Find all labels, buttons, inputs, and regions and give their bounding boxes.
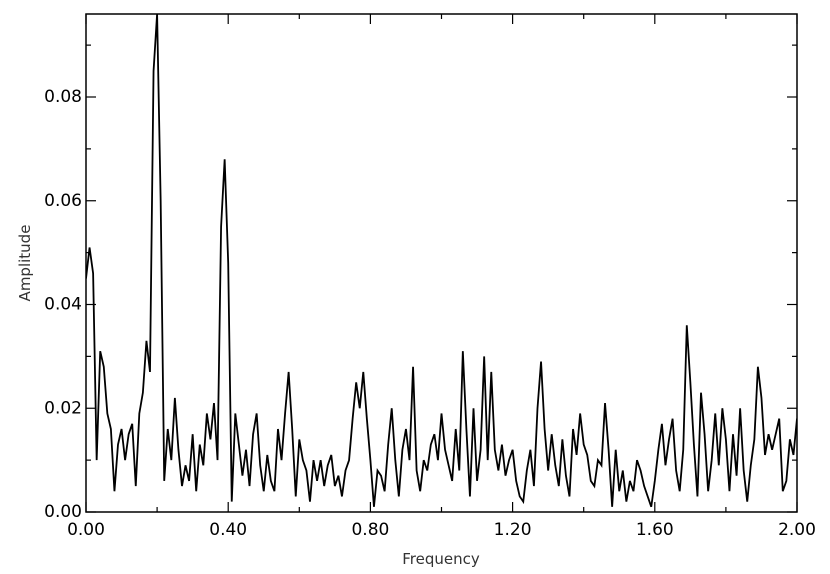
plot-frame: [85, 13, 798, 513]
x-tick-label: 2.00: [778, 520, 816, 540]
x-tick-label: 1.60: [636, 520, 674, 540]
x-tick-label: 0.40: [209, 520, 247, 540]
x-tick-label: 0.00: [67, 520, 105, 540]
x-tick-label: 1.20: [494, 520, 532, 540]
y-tick-label: 0.08: [44, 87, 82, 107]
y-axis-label: Amplitude: [16, 225, 34, 302]
y-tick-label: 0.04: [44, 295, 82, 315]
y-tick-label: 0.02: [44, 398, 82, 418]
data-line: [86, 14, 797, 508]
x-axis-label: Frequency: [402, 550, 480, 568]
x-tick-label: 0.80: [351, 520, 389, 540]
y-tick-label: 0.06: [44, 191, 82, 211]
y-tick-label: 0.00: [44, 502, 82, 522]
